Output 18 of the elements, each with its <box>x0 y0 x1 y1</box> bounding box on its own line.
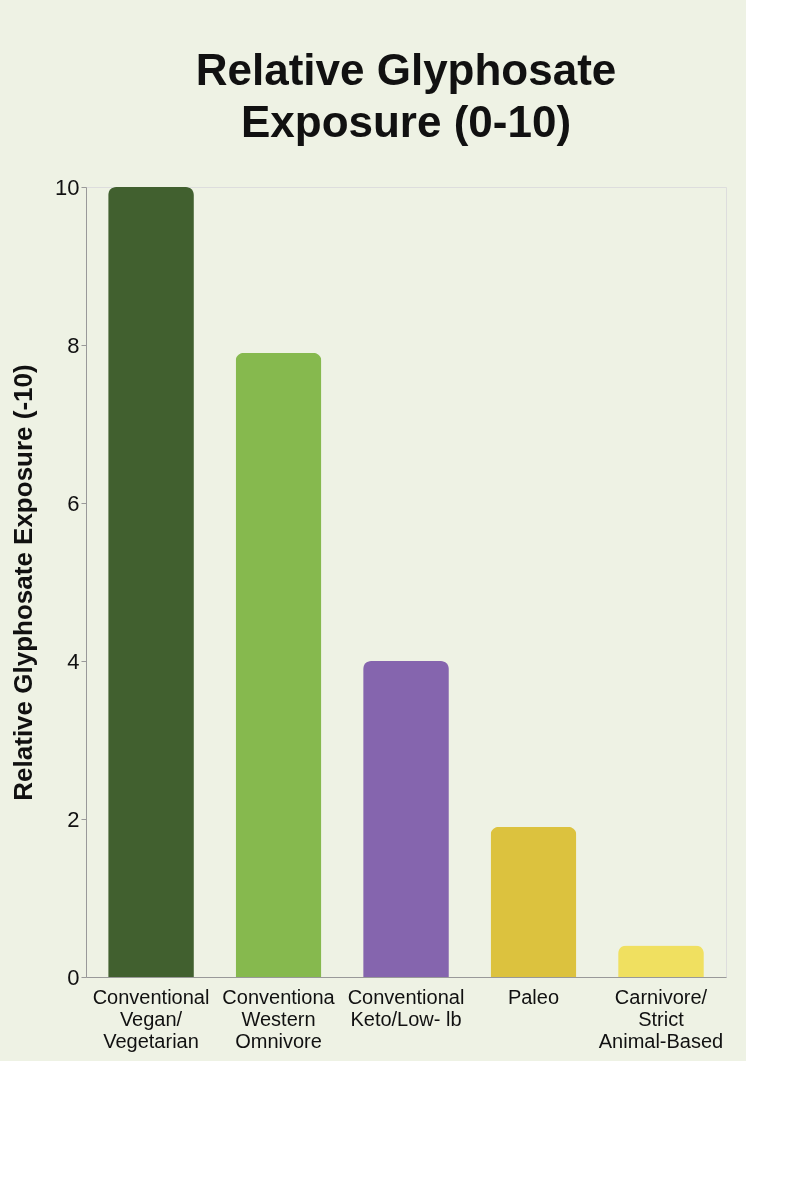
bar <box>108 187 194 977</box>
y-tick-label: 8 <box>67 332 80 358</box>
y-tick-label: 10 <box>55 174 80 200</box>
y-tick-label: 4 <box>67 648 80 674</box>
x-tick-label: Carnivore/ Strict Animal-Based <box>598 985 724 1052</box>
y-tick-label: 6 <box>67 490 80 516</box>
x-tick-label: Conventiona Western Omnivore <box>222 985 336 1052</box>
x-tick-label: Conventional Vegan/ Vegetarian <box>92 985 210 1052</box>
x-tick-label: Conventional Keto/Low- lb <box>347 985 465 1030</box>
bar <box>235 352 322 977</box>
bar <box>618 945 704 977</box>
chart-title: Relative Glyphosate Exposure (0-10) <box>195 45 617 146</box>
y-tick-label: 2 <box>67 806 80 832</box>
bar <box>490 826 577 977</box>
bar <box>363 661 449 977</box>
y-axis-title: Relative Glyphosate Exposure (-10) <box>8 364 39 801</box>
y-tick-label: 0 <box>67 964 80 990</box>
x-tick-label: Paleo <box>507 985 560 1008</box>
